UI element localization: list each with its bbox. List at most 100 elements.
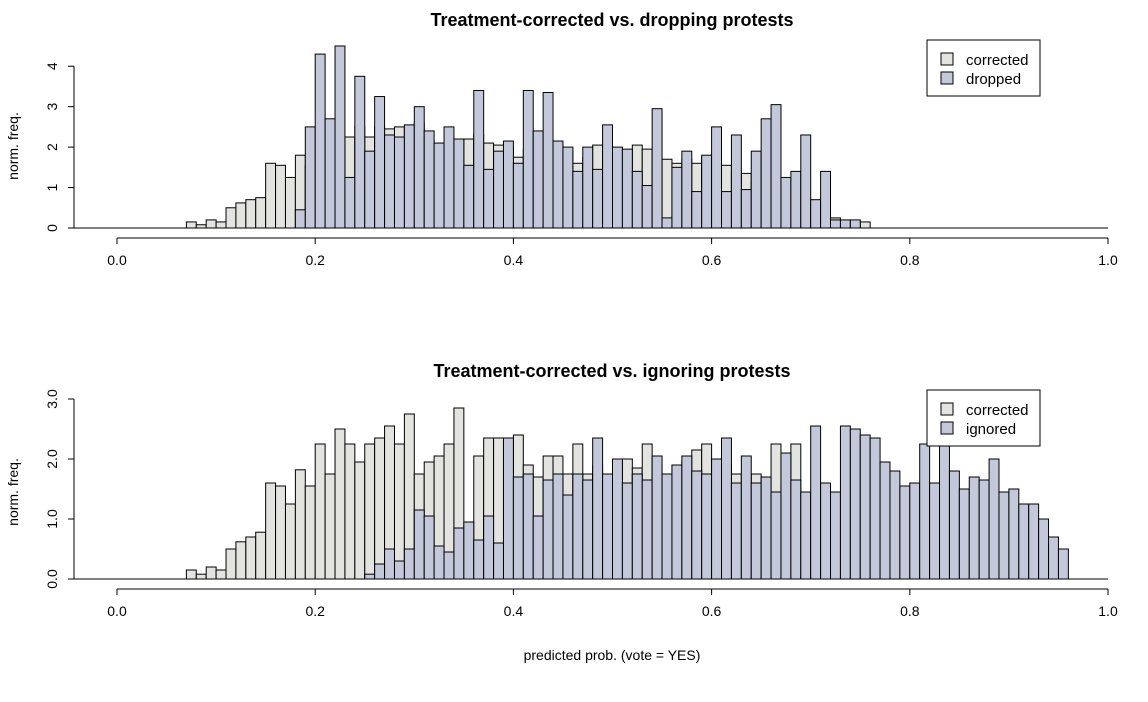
bar-dropped [651, 108, 663, 229]
bar-ignored [602, 473, 614, 580]
bar-corrected [344, 443, 356, 580]
bar-ignored [998, 491, 1010, 580]
bar-corrected [354, 461, 366, 580]
bar-ignored [671, 464, 683, 580]
y-tick-label: 3.0 [44, 389, 60, 409]
legend-label-corrected: corrected [966, 402, 1029, 419]
bar-corrected [245, 199, 257, 229]
bar-dropped [453, 138, 465, 229]
bar-ignored [889, 470, 901, 580]
y-tick-label: 1 [44, 183, 60, 191]
bars-ignored [364, 425, 1069, 580]
bar-ignored [393, 560, 405, 580]
legend-swatch-corrected [940, 402, 954, 416]
bar-dropped [522, 89, 534, 229]
bar-ignored [1018, 503, 1030, 580]
bar-corrected [284, 176, 296, 229]
bar-ignored [423, 515, 435, 580]
bar-corrected [235, 202, 247, 229]
bar-dropped [512, 162, 524, 229]
bar-corrected [334, 428, 346, 580]
bar-ignored [780, 452, 792, 580]
bar-ignored [909, 482, 921, 580]
bar-dropped [621, 148, 633, 229]
legend-swatch-ignored [940, 421, 954, 435]
bar-ignored [800, 491, 812, 580]
bar-dropped [334, 45, 346, 229]
bar-corrected [205, 566, 217, 580]
legend: corrected dropped [926, 39, 1041, 97]
bar-ignored [532, 515, 544, 580]
bar-ignored [502, 437, 514, 580]
bar-ignored [364, 573, 376, 580]
bar-corrected [284, 503, 296, 580]
bar-dropped [314, 53, 326, 229]
bar-ignored [681, 455, 693, 580]
bar-ignored [621, 482, 633, 580]
bar-ignored [711, 458, 723, 580]
bar-dropped [542, 92, 554, 229]
bar-dropped [423, 130, 435, 229]
bar-dropped [760, 118, 772, 229]
legend-swatch-corrected [940, 52, 954, 66]
bar-ignored [631, 473, 643, 580]
bar-ignored [750, 482, 762, 580]
histogram-panel-top: Treatment-corrected vs. dropping protest… [5, 10, 1118, 268]
y-tick-label: 4 [44, 62, 60, 70]
bar-ignored [552, 473, 564, 580]
bar-corrected [275, 485, 286, 580]
bar-ignored [572, 473, 584, 580]
bar-ignored [1038, 518, 1050, 580]
x-tick-label: 1.0 [1098, 603, 1118, 619]
bar-ignored [512, 476, 524, 580]
bar-ignored [968, 476, 980, 580]
bar-dropped [443, 126, 455, 229]
bar-corrected [255, 531, 267, 580]
bar-dropped [790, 170, 802, 229]
bar-ignored [740, 455, 752, 580]
bar-dropped [463, 164, 475, 229]
bar-ignored [651, 455, 663, 580]
bar-ignored [869, 437, 881, 580]
legend-swatch-dropped [940, 71, 954, 85]
x-tick-label: 0.2 [305, 603, 325, 619]
bar-ignored [403, 548, 415, 580]
bar-ignored [830, 491, 841, 580]
bar-corrected [245, 536, 257, 580]
bar-ignored [770, 491, 782, 580]
x-axis-label: predicted prob. (vote = YES) [524, 647, 701, 663]
bar-dropped [612, 146, 623, 229]
bar-dropped [691, 191, 703, 229]
bar-ignored [919, 443, 931, 580]
bar-corrected [235, 541, 247, 580]
bar-dropped [810, 199, 822, 229]
bar-ignored [612, 458, 623, 580]
bar-corrected [185, 569, 197, 580]
bar-ignored [463, 521, 475, 580]
bar-dropped [433, 142, 445, 229]
bar-ignored [473, 539, 485, 580]
bar-ignored [493, 542, 504, 580]
y-axis-label: norm. freq. [5, 458, 21, 526]
bar-dropped [374, 96, 386, 229]
bar-dropped [393, 136, 405, 229]
bar-ignored [562, 494, 574, 580]
bar-dropped [572, 170, 584, 229]
bar-dropped [483, 168, 495, 229]
bar-corrected [859, 221, 871, 229]
bar-dropped [839, 219, 851, 229]
bar-corrected [215, 221, 227, 229]
bar-corrected [294, 469, 306, 580]
bar-dropped [830, 219, 841, 229]
bar-dropped [711, 126, 723, 229]
bar-corrected [185, 221, 197, 229]
bar-corrected [225, 548, 237, 580]
bar-dropped [502, 140, 514, 229]
bar-dropped [324, 118, 336, 229]
bar-ignored [721, 437, 732, 580]
bar-dropped [800, 134, 812, 229]
bar-dropped [562, 146, 574, 229]
bar-ignored [810, 425, 822, 580]
y-tick-label: 2.0 [44, 449, 60, 469]
bar-ignored [641, 479, 653, 580]
